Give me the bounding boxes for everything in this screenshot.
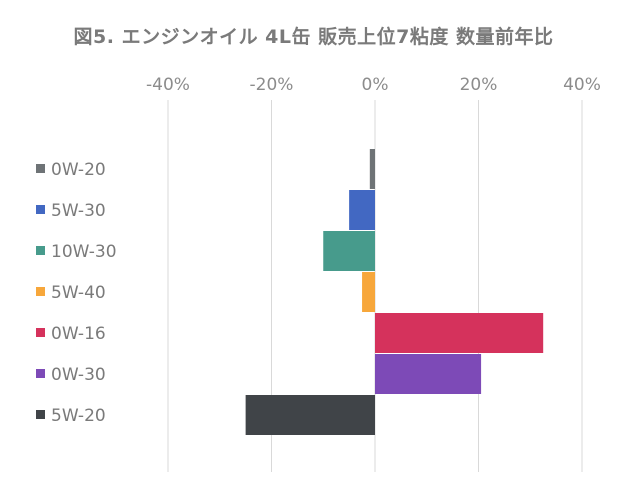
x-tick-label: 20% <box>460 75 498 95</box>
bar <box>349 190 375 230</box>
category-marker <box>36 164 45 173</box>
chart-title: 図5. エンジンオイル 4L缶 販売上位7粘度 数量前年比 <box>73 26 554 48</box>
category-labels: 0W-20 5W-30 10W-30 5W-40 0W-16 0W-30 5W-20 <box>36 160 117 426</box>
bars <box>245 149 544 435</box>
category-label: 5W-40 <box>51 283 106 303</box>
category-marker <box>36 410 45 419</box>
category-marker <box>36 246 45 255</box>
category-label: 5W-30 <box>51 201 106 221</box>
category-label: 5W-20 <box>51 406 106 426</box>
bar <box>375 354 482 394</box>
bar <box>323 231 375 271</box>
category-marker <box>36 287 45 296</box>
category-marker <box>36 205 45 214</box>
bar <box>245 395 375 435</box>
bar <box>369 149 375 189</box>
x-tick-label: -20% <box>250 75 294 95</box>
category-label: 0W-20 <box>51 160 106 180</box>
category-label: 0W-30 <box>51 365 106 385</box>
category-marker <box>36 369 45 378</box>
x-tick-label: 0% <box>362 75 389 95</box>
x-tick-label: 40% <box>563 75 601 95</box>
category-marker <box>36 328 45 337</box>
bar <box>375 313 544 353</box>
category-label: 0W-16 <box>51 324 106 344</box>
x-tick-label: -40% <box>146 75 190 95</box>
category-label: 10W-30 <box>51 242 117 262</box>
bar <box>362 272 375 312</box>
x-tick-labels: -40% -20% 0% 20% 40% <box>146 75 601 95</box>
